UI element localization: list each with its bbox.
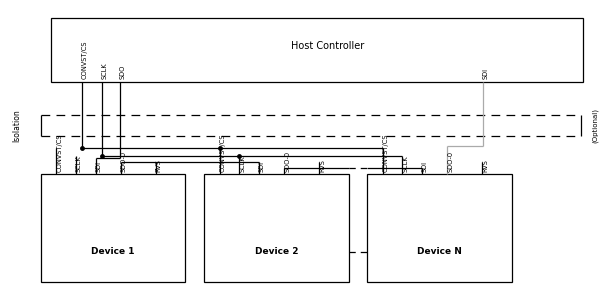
Text: RVS: RVS bbox=[482, 159, 488, 172]
Text: SCLK: SCLK bbox=[76, 156, 81, 172]
Text: SDO-0: SDO-0 bbox=[121, 151, 127, 172]
Text: SCLK: SCLK bbox=[102, 62, 108, 79]
Text: SCLK: SCLK bbox=[239, 156, 245, 172]
Text: SDI: SDI bbox=[95, 161, 102, 172]
Text: CONVST/CS: CONVST/CS bbox=[81, 41, 87, 79]
Text: Device 2: Device 2 bbox=[255, 247, 298, 256]
Text: Isolation: Isolation bbox=[12, 109, 22, 142]
Text: SDI: SDI bbox=[259, 161, 265, 172]
Text: CONVST/CS: CONVST/CS bbox=[56, 134, 62, 172]
Bar bbox=[52, 18, 583, 82]
Bar bbox=[41, 174, 185, 282]
Text: Host Controller: Host Controller bbox=[291, 41, 364, 52]
Text: SDI: SDI bbox=[483, 68, 489, 79]
Text: RVS: RVS bbox=[320, 159, 325, 172]
Text: SDO-0: SDO-0 bbox=[447, 151, 453, 172]
Text: RVS: RVS bbox=[156, 159, 162, 172]
Text: (Optional): (Optional) bbox=[591, 108, 598, 143]
Text: SDO: SDO bbox=[120, 65, 126, 79]
Text: Device N: Device N bbox=[417, 247, 462, 256]
Text: CONVST/CS: CONVST/CS bbox=[220, 134, 226, 172]
Text: SDI: SDI bbox=[422, 161, 428, 172]
Text: CONVST/CS: CONVST/CS bbox=[383, 134, 389, 172]
Text: Device 1: Device 1 bbox=[91, 247, 135, 256]
Bar bbox=[367, 174, 512, 282]
Text: SCLK: SCLK bbox=[402, 156, 408, 172]
Text: SDO-0: SDO-0 bbox=[285, 151, 291, 172]
Bar bbox=[204, 174, 349, 282]
